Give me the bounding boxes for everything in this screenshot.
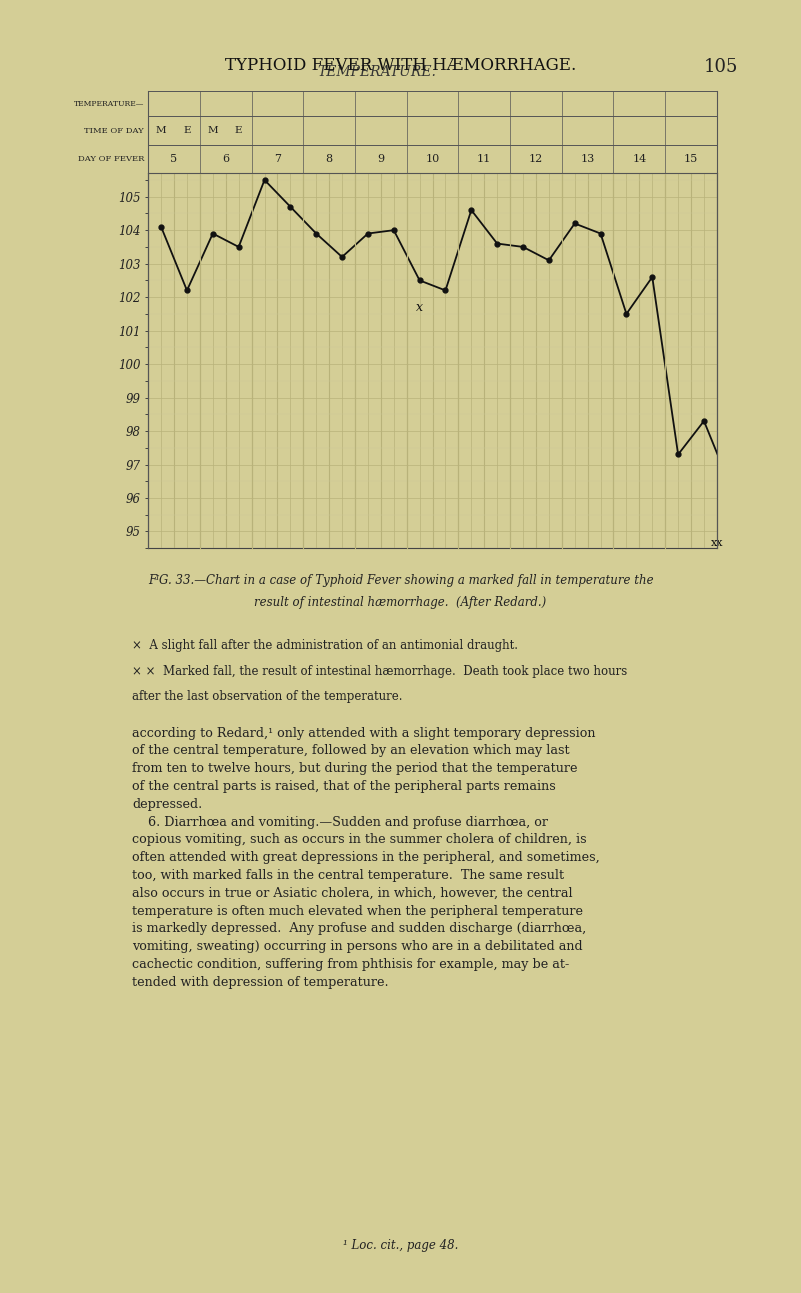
Text: ¹ Loc. cit., page 48.: ¹ Loc. cit., page 48. <box>343 1239 458 1252</box>
Text: 8: 8 <box>325 154 332 164</box>
Text: 7: 7 <box>274 154 281 164</box>
Text: 12: 12 <box>529 154 543 164</box>
Text: after the last observation of the temperature.: after the last observation of the temper… <box>132 690 403 703</box>
Text: TEMPERATURE.: TEMPERATURE. <box>317 65 436 79</box>
Text: E: E <box>235 127 243 134</box>
Text: M: M <box>156 127 167 134</box>
Text: 9: 9 <box>377 154 384 164</box>
Text: TYPHOID FEVER WITH HÆMORRHAGE.: TYPHOID FEVER WITH HÆMORRHAGE. <box>225 57 576 74</box>
Text: xx: xx <box>710 538 723 548</box>
Text: x: x <box>416 301 423 314</box>
Text: 5: 5 <box>171 154 178 164</box>
Text: 11: 11 <box>477 154 491 164</box>
Text: ×  A slight fall after the administration of an antimonial draught.: × A slight fall after the administration… <box>132 639 518 652</box>
Text: M: M <box>207 127 218 134</box>
Text: 13: 13 <box>581 154 595 164</box>
Text: 14: 14 <box>632 154 646 164</box>
Text: result of intestinal hæmorrhage.  (After Redard.): result of intestinal hæmorrhage. (After … <box>255 596 546 609</box>
Text: 6: 6 <box>222 154 229 164</box>
Text: 10: 10 <box>425 154 440 164</box>
Text: × ×  Marked fall, the result of intestinal hæmorrhage.  Death took place two hou: × × Marked fall, the result of intestina… <box>132 665 627 678</box>
Text: FᴵG. 33.—Chart in a case of Typhoid Fever showing a marked fall in temperature t: FᴵG. 33.—Chart in a case of Typhoid Feve… <box>147 574 654 587</box>
Text: E: E <box>183 127 191 134</box>
Text: according to Redard,¹ only attended with a slight temporary depression
of the ce: according to Redard,¹ only attended with… <box>132 727 600 989</box>
Text: TEMPERATURE—: TEMPERATURE— <box>74 100 144 107</box>
Text: 105: 105 <box>704 58 738 76</box>
Text: 15: 15 <box>684 154 698 164</box>
Text: DAY OF FEVER: DAY OF FEVER <box>78 155 144 163</box>
Text: TIME OF DAY: TIME OF DAY <box>84 127 144 134</box>
